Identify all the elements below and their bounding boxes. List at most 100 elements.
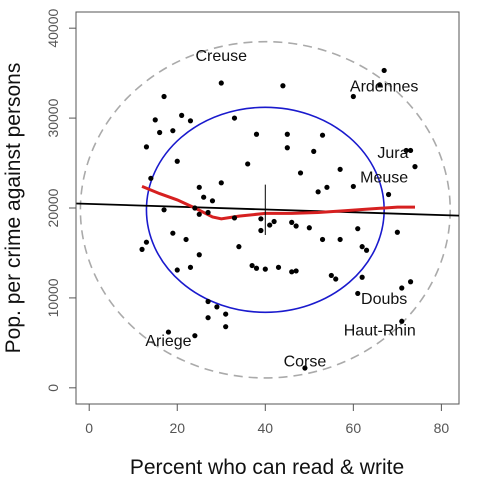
point-label: Meuse bbox=[360, 169, 408, 186]
data-point bbox=[337, 236, 343, 243]
fit-lines bbox=[75, 184, 460, 235]
data-point bbox=[311, 148, 317, 154]
regression-line bbox=[75, 202, 460, 217]
data-point bbox=[139, 246, 145, 252]
y-axis: 0 10000 20000 30000 40000 bbox=[45, 9, 77, 392]
data-point bbox=[284, 131, 290, 137]
data-point bbox=[306, 225, 312, 231]
data-point bbox=[223, 324, 229, 330]
data-point bbox=[218, 80, 224, 86]
data-point bbox=[377, 82, 383, 88]
data-point bbox=[157, 129, 163, 136]
outer-ellipse bbox=[79, 40, 451, 379]
data-point bbox=[170, 128, 176, 134]
data-point bbox=[363, 247, 370, 253]
data-point bbox=[407, 147, 414, 154]
data-point bbox=[280, 83, 286, 89]
data-points bbox=[139, 67, 418, 371]
data-point bbox=[350, 183, 356, 190]
data-point bbox=[231, 115, 238, 121]
data-point bbox=[214, 304, 220, 310]
y-tick-label: 30000 bbox=[45, 98, 61, 137]
data-point bbox=[399, 318, 405, 324]
data-point bbox=[196, 252, 202, 258]
x-tick-label: 60 bbox=[346, 420, 362, 436]
data-point bbox=[302, 365, 308, 371]
data-point bbox=[187, 264, 194, 270]
data-point bbox=[350, 93, 356, 100]
data-point bbox=[218, 180, 224, 186]
data-point bbox=[253, 131, 260, 137]
data-point bbox=[355, 226, 361, 232]
point-label: Jura bbox=[377, 145, 408, 162]
data-point bbox=[236, 244, 242, 250]
data-point bbox=[143, 144, 150, 150]
point-label: Creuse bbox=[195, 48, 247, 65]
loess-smooth-line bbox=[141, 185, 415, 221]
x-tick-label: 40 bbox=[258, 420, 274, 436]
data-point bbox=[412, 164, 418, 170]
data-point bbox=[289, 219, 295, 225]
data-point bbox=[165, 329, 172, 335]
data-point bbox=[170, 230, 176, 236]
data-point bbox=[267, 222, 273, 228]
point-label: Ardennes bbox=[350, 79, 419, 96]
x-axis: 0 20 40 60 80 bbox=[85, 403, 450, 436]
data-point bbox=[271, 218, 277, 225]
x-tick-label: 80 bbox=[434, 420, 450, 436]
data-point bbox=[293, 223, 299, 229]
data-point bbox=[359, 244, 365, 250]
data-point bbox=[394, 229, 400, 235]
y-tick-label: 20000 bbox=[45, 188, 61, 227]
point-label: Ariege bbox=[145, 333, 191, 350]
data-point bbox=[196, 211, 202, 217]
data-point bbox=[399, 285, 405, 291]
x-tick-label: 20 bbox=[169, 420, 185, 436]
point-label: Corse bbox=[284, 354, 327, 371]
data-point bbox=[403, 147, 409, 154]
data-point bbox=[192, 205, 198, 211]
point-label: Doubs bbox=[361, 291, 407, 308]
point-labels: Creuse Ardennes Jura Meuse Doubs Haut-Rhin Ari… bbox=[145, 48, 418, 371]
data-point bbox=[319, 132, 326, 138]
data-point bbox=[223, 311, 229, 317]
data-point bbox=[187, 118, 194, 124]
data-point bbox=[205, 298, 211, 305]
data-point bbox=[245, 161, 251, 167]
data-point bbox=[205, 209, 211, 216]
data-point bbox=[258, 216, 264, 222]
y-tick-label: 10000 bbox=[45, 278, 61, 317]
data-point bbox=[289, 269, 295, 275]
y-tick-label: 0 bbox=[45, 384, 61, 392]
data-point bbox=[355, 290, 361, 297]
data-point bbox=[359, 274, 365, 280]
x-axis-title: Percent who can read & write bbox=[130, 456, 404, 479]
inner-ellipse bbox=[145, 106, 385, 314]
data-point bbox=[262, 266, 268, 272]
data-point bbox=[143, 239, 150, 245]
data-point bbox=[183, 236, 189, 243]
data-point bbox=[161, 93, 167, 100]
data-point bbox=[385, 191, 392, 198]
point-label: Haut-Rhin bbox=[344, 322, 416, 339]
data-point bbox=[209, 198, 216, 204]
data-point bbox=[315, 189, 321, 195]
data-point bbox=[253, 265, 260, 271]
data-point bbox=[293, 268, 299, 274]
data-point bbox=[333, 276, 339, 282]
data-point bbox=[174, 158, 180, 164]
data-point bbox=[297, 170, 304, 176]
data-point bbox=[407, 279, 414, 285]
data-point bbox=[205, 315, 211, 321]
data-point bbox=[328, 272, 334, 279]
data-point bbox=[192, 333, 198, 339]
data-ellipses bbox=[79, 40, 451, 379]
data-point bbox=[249, 262, 255, 269]
y-axis-title: Pop. per crime against persons bbox=[2, 63, 25, 354]
data-point bbox=[179, 112, 185, 118]
data-point bbox=[161, 207, 167, 213]
data-point bbox=[381, 67, 387, 74]
data-point bbox=[258, 227, 264, 234]
data-point bbox=[337, 166, 343, 172]
